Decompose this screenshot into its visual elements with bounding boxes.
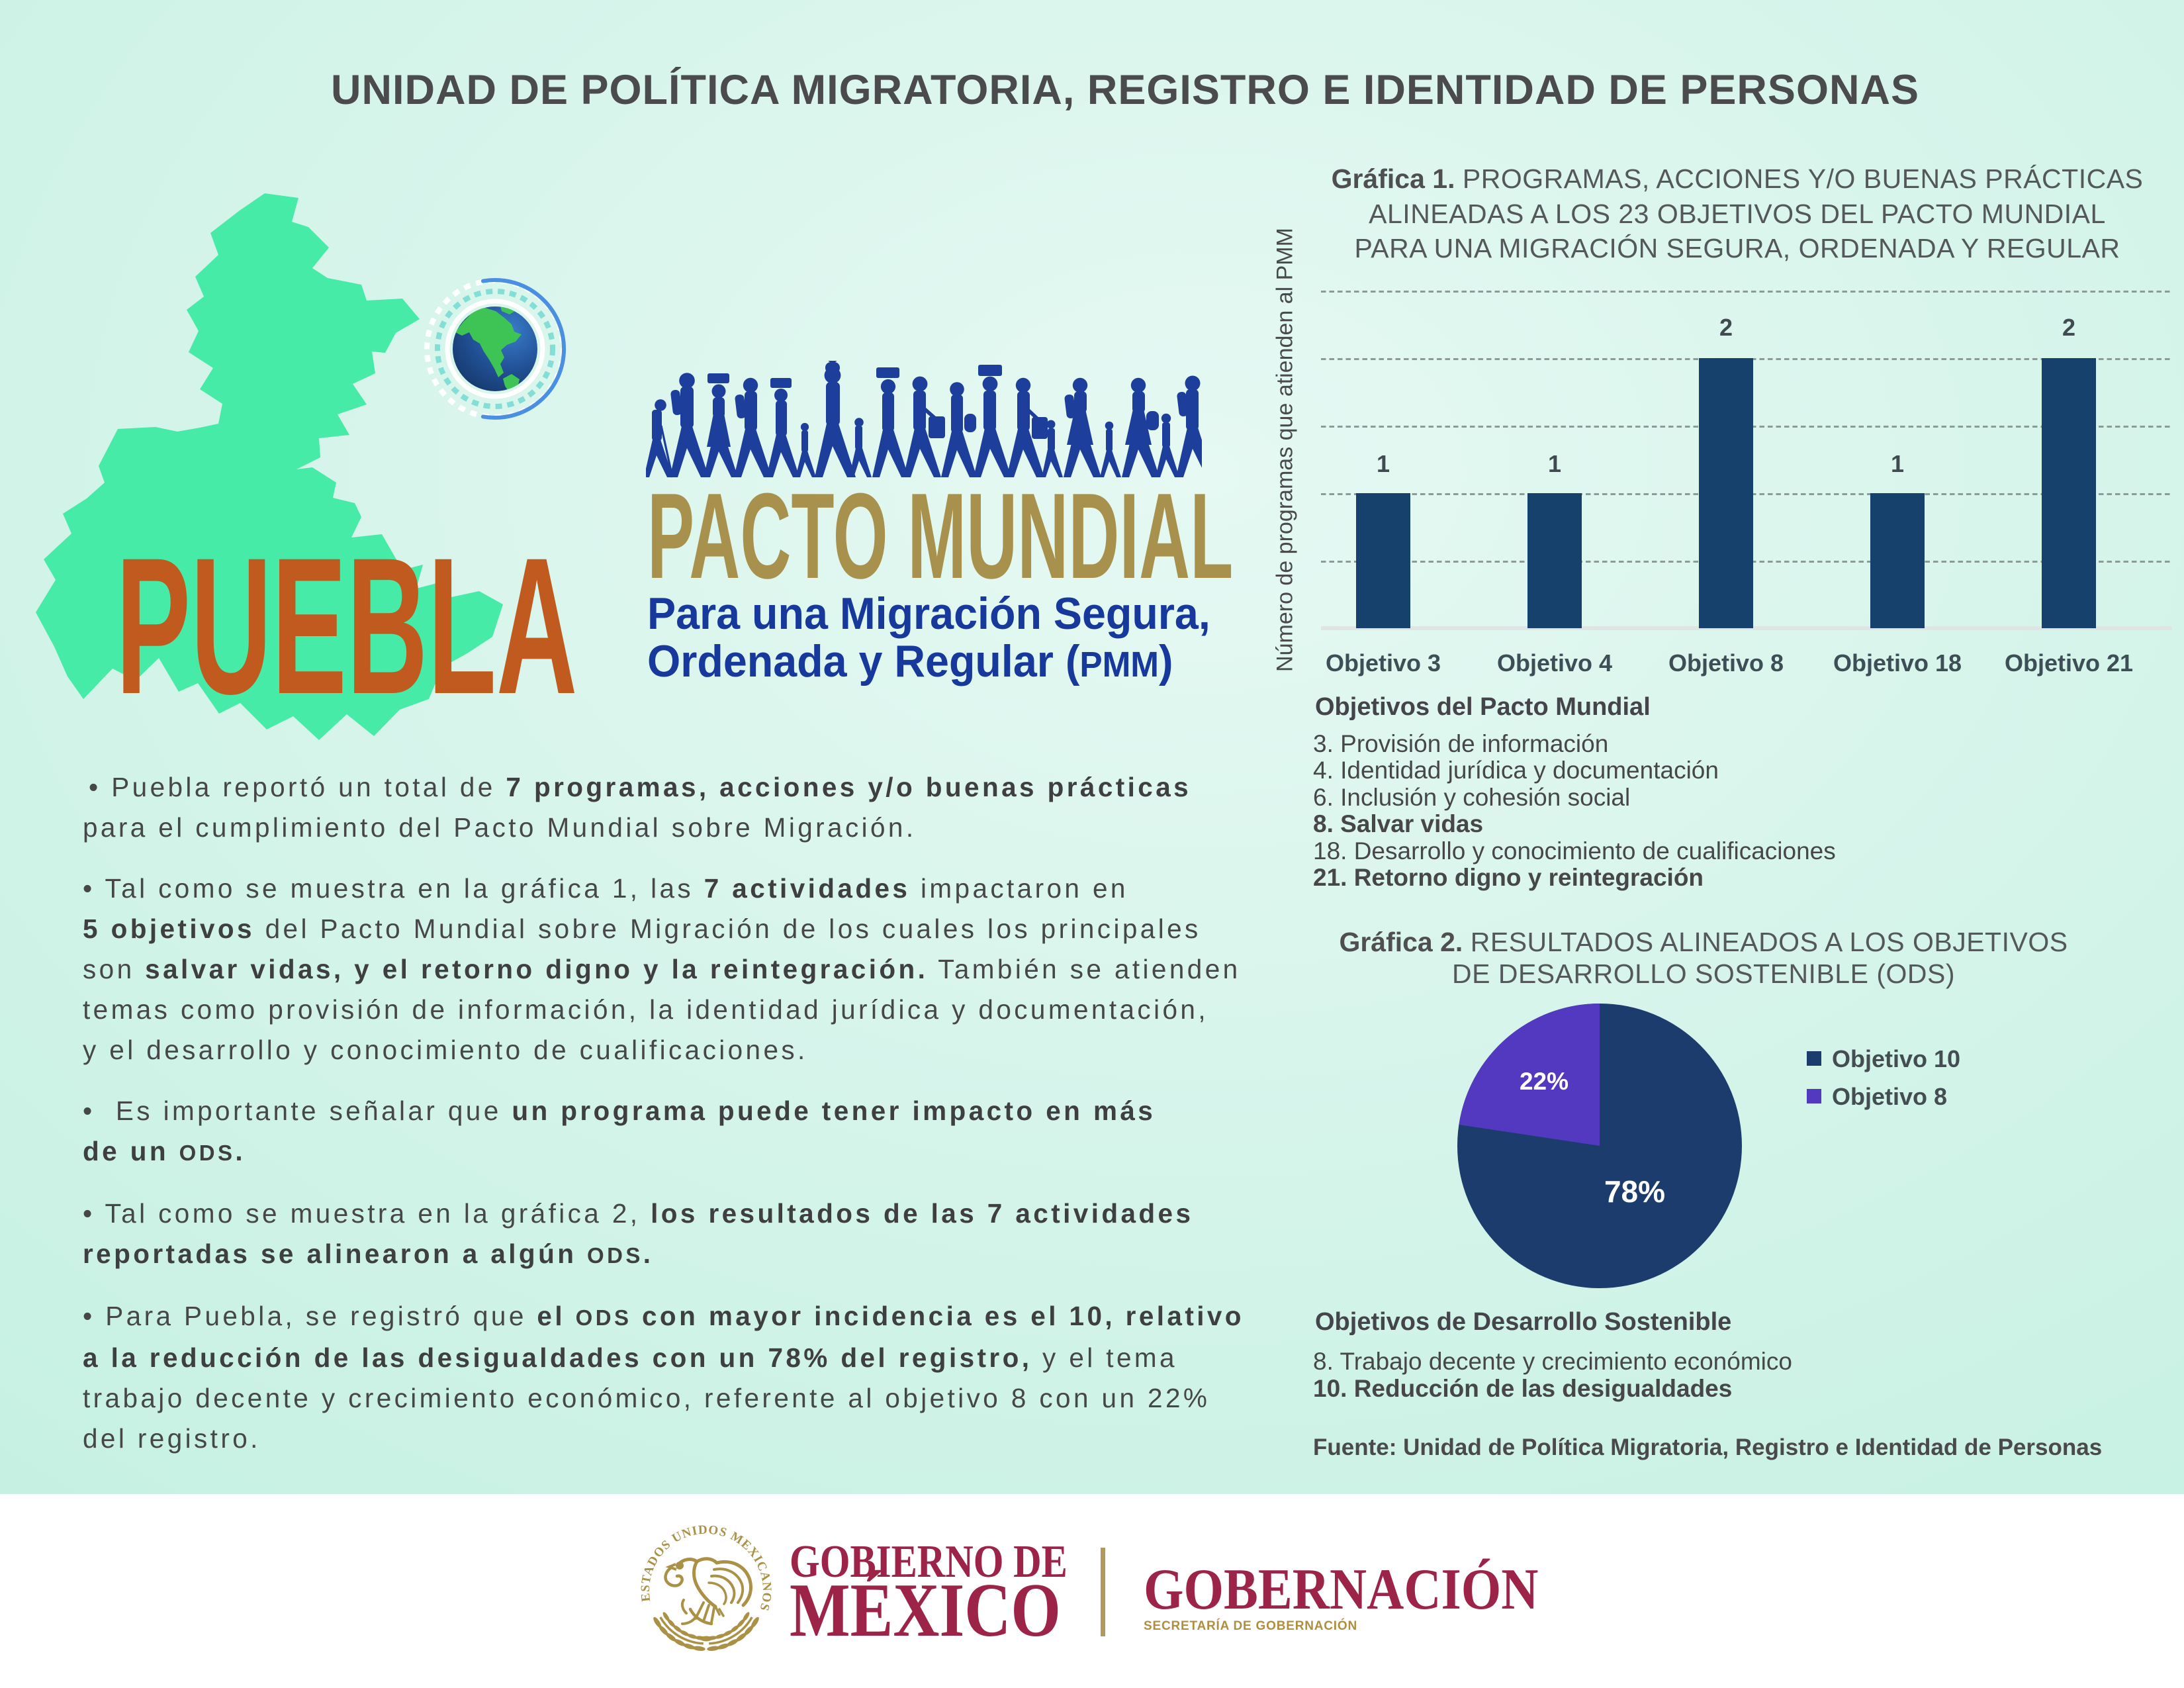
svg-text:22%: 22%	[1520, 1068, 1569, 1095]
svg-text:78%: 78%	[1604, 1174, 1665, 1209]
